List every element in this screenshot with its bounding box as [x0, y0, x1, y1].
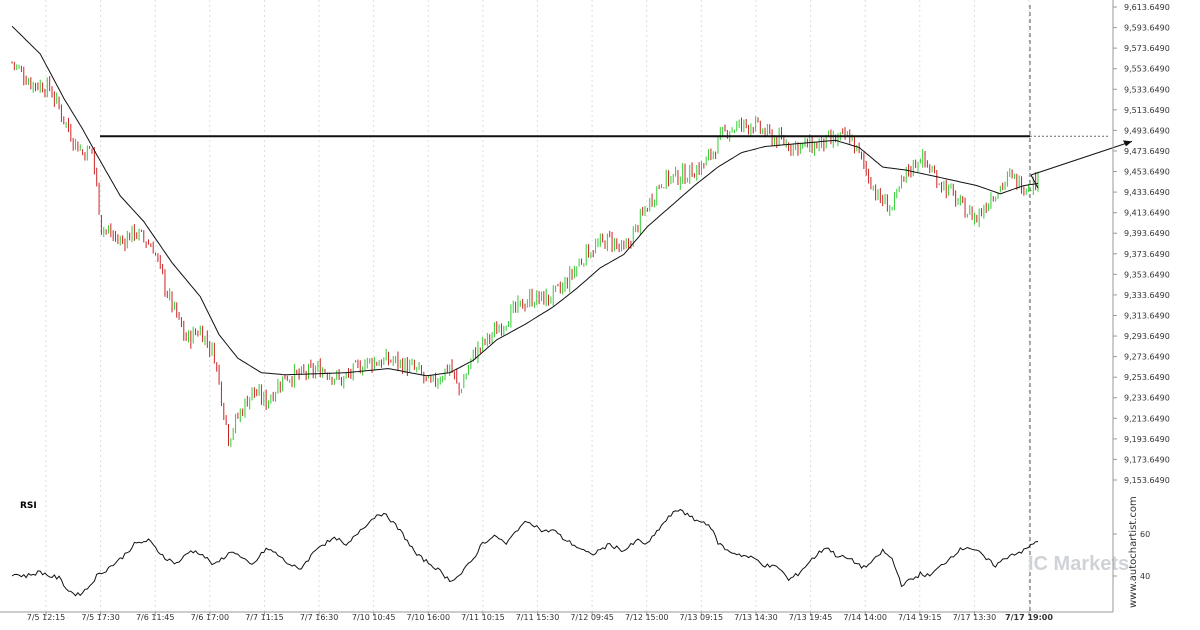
rsi-panel: RSI — [11, 501, 1039, 597]
x-tick-label: 7/6 11:45 — [136, 613, 174, 622]
price-tick-label: 9,593.6490 — [1124, 24, 1170, 33]
x-tick-label: 7/5 12:15 — [27, 613, 65, 622]
x-tick-label: 7/7 11:15 — [245, 613, 283, 622]
x-tick-label: 7/17 19:00 — [1005, 613, 1053, 622]
price-tick-label: 9,533.6490 — [1124, 85, 1170, 94]
projection-arrow-head — [1123, 140, 1132, 147]
price-tick-label: 9,153.6490 — [1124, 476, 1170, 485]
price-tick-label: 9,553.6490 — [1124, 65, 1170, 74]
x-tick-label: 7/10 10:45 — [352, 613, 396, 622]
price-tick-label: 9,613.6490 — [1124, 3, 1170, 12]
projection-bracket — [1030, 174, 1039, 189]
x-tick-label: 7/5 17:30 — [81, 613, 119, 622]
axes: 9,613.6490 9,593.6490 9,573.6490 9,553.6490… — [0, 0, 1170, 622]
price-tick-label: 9,393.6490 — [1124, 229, 1170, 238]
rsi-line — [11, 508, 1039, 597]
price-tick-label: 9,273.6490 — [1124, 353, 1170, 362]
price-tick-label: 9,433.6490 — [1124, 188, 1170, 197]
moving-average-line — [11, 25, 1039, 377]
pattern-overlay — [100, 135, 1133, 189]
x-tick-label: 7/14 14:00 — [843, 613, 887, 622]
x-tick-label: 7/11 15:30 — [516, 613, 560, 622]
price-tick-label: 9,333.6490 — [1124, 291, 1170, 300]
price-tick-label: 9,473.6490 — [1124, 147, 1170, 156]
x-tick-label: 7/13 14:30 — [734, 613, 778, 622]
rsi-label: RSI — [20, 501, 37, 511]
x-tick-label: 7/14 19:15 — [898, 613, 942, 622]
x-tick-label: 7/6 17:00 — [191, 613, 229, 622]
rsi-tick-label: 40 — [1140, 572, 1150, 581]
projection-arrow-line — [1030, 140, 1133, 176]
x-tick-label: 7/10 16:00 — [406, 613, 450, 622]
price-tick-label: 9,253.6490 — [1124, 373, 1170, 382]
moving-average-series — [11, 25, 1039, 377]
candlestick-series — [11, 61, 1039, 448]
grid — [45, 0, 1031, 612]
price-tick-label: 9,513.6490 — [1124, 106, 1170, 115]
price-tick-label: 9,453.6490 — [1124, 168, 1170, 177]
price-tick-label: 9,373.6490 — [1124, 250, 1170, 259]
price-tick-label: 9,313.6490 — [1124, 311, 1170, 320]
price-tick-label: 9,493.6490 — [1124, 126, 1170, 135]
watermark: IC Markets — [1028, 553, 1129, 575]
x-tick-label: 7/12 15:00 — [625, 613, 669, 622]
price-tick-label: 9,233.6490 — [1124, 394, 1170, 403]
source-vertical-label: www.autochartist.com — [1128, 496, 1139, 608]
ic-markets-watermark: IC Markets — [1028, 553, 1129, 575]
rsi-tick-label: 60 — [1140, 530, 1150, 539]
x-tick-label: 7/7 16:30 — [300, 613, 338, 622]
price-tick-label: 9,353.6490 — [1124, 270, 1170, 279]
price-tick-label: 9,213.6490 — [1124, 414, 1170, 423]
x-tick-label: 7/11 10:15 — [461, 613, 505, 622]
x-tick-label: 7/12 09:45 — [570, 613, 614, 622]
price-tick-label: 9,193.6490 — [1124, 435, 1170, 444]
x-tick-label: 7/13 09:15 — [680, 613, 724, 622]
x-tick-label: 7/17 13:30 — [953, 613, 997, 622]
x-tick-label: 7/13 19:45 — [789, 613, 833, 622]
price-tick-label: 9,293.6490 — [1124, 332, 1170, 341]
price-tick-label: 9,573.6490 — [1124, 44, 1170, 53]
price-tick-label: 9,173.6490 — [1124, 455, 1170, 464]
price-tick-label: 9,413.6490 — [1124, 209, 1170, 218]
